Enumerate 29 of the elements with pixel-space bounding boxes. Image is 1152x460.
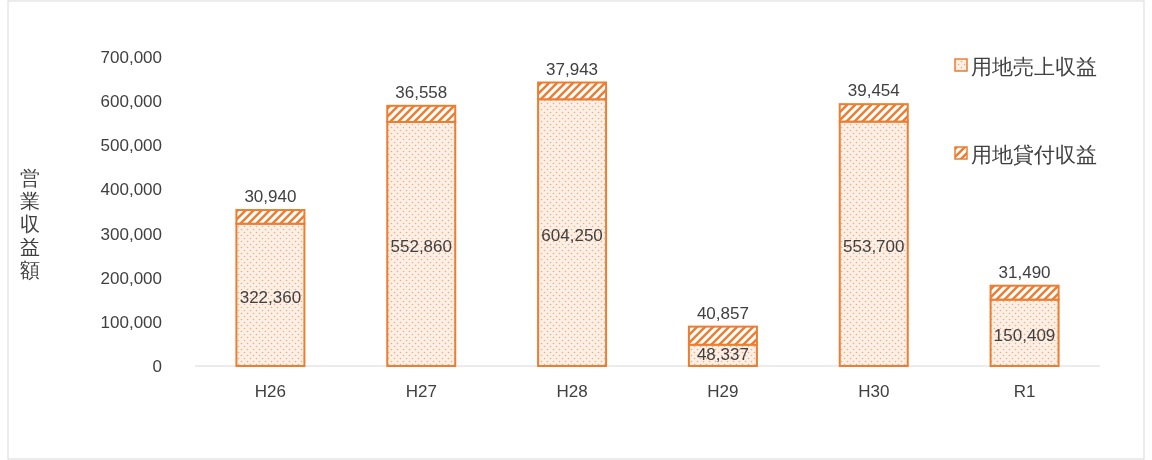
data-label: 48,337 bbox=[696, 345, 749, 364]
y-tick-label: 500,000 bbox=[100, 136, 162, 156]
data-label: 31,490 bbox=[998, 262, 1051, 282]
data-label: 39,454 bbox=[847, 81, 900, 101]
x-tick-label: H29 bbox=[707, 382, 739, 401]
y-tick-label: 200,000 bbox=[100, 268, 162, 288]
legend-label: 用地売上収益 bbox=[971, 55, 1097, 79]
y-tick-label: 400,000 bbox=[100, 180, 162, 200]
data-label: 552,860 bbox=[390, 236, 452, 256]
data-label: 40,857 bbox=[696, 303, 749, 323]
x-tick-label: H30 bbox=[858, 382, 890, 401]
data-label: 37,943 bbox=[546, 59, 599, 79]
x-tick-label: H26 bbox=[254, 382, 287, 401]
data-label: 553,700 bbox=[843, 236, 905, 256]
legend-label: 用地貸付収益 bbox=[971, 143, 1097, 167]
data-label: 604,250 bbox=[541, 225, 603, 245]
data-label: 30,940 bbox=[244, 187, 297, 207]
y-axis-title: 営業収益額 bbox=[20, 166, 40, 282]
data-label: 322,360 bbox=[239, 287, 302, 307]
y-tick-label: 700,000 bbox=[100, 48, 162, 67]
data-label: 150,409 bbox=[993, 325, 1056, 345]
data-label: 36,558 bbox=[395, 82, 448, 102]
y-tick-label: 600,000 bbox=[100, 92, 162, 112]
y-tick-label: 0 bbox=[152, 357, 162, 376]
y-tick-label: 100,000 bbox=[100, 312, 162, 332]
y-tick-label: 300,000 bbox=[100, 224, 162, 244]
x-tick-label: R1 bbox=[1013, 382, 1036, 401]
x-tick-label: H27 bbox=[405, 382, 437, 401]
x-tick-label: H28 bbox=[556, 382, 588, 401]
